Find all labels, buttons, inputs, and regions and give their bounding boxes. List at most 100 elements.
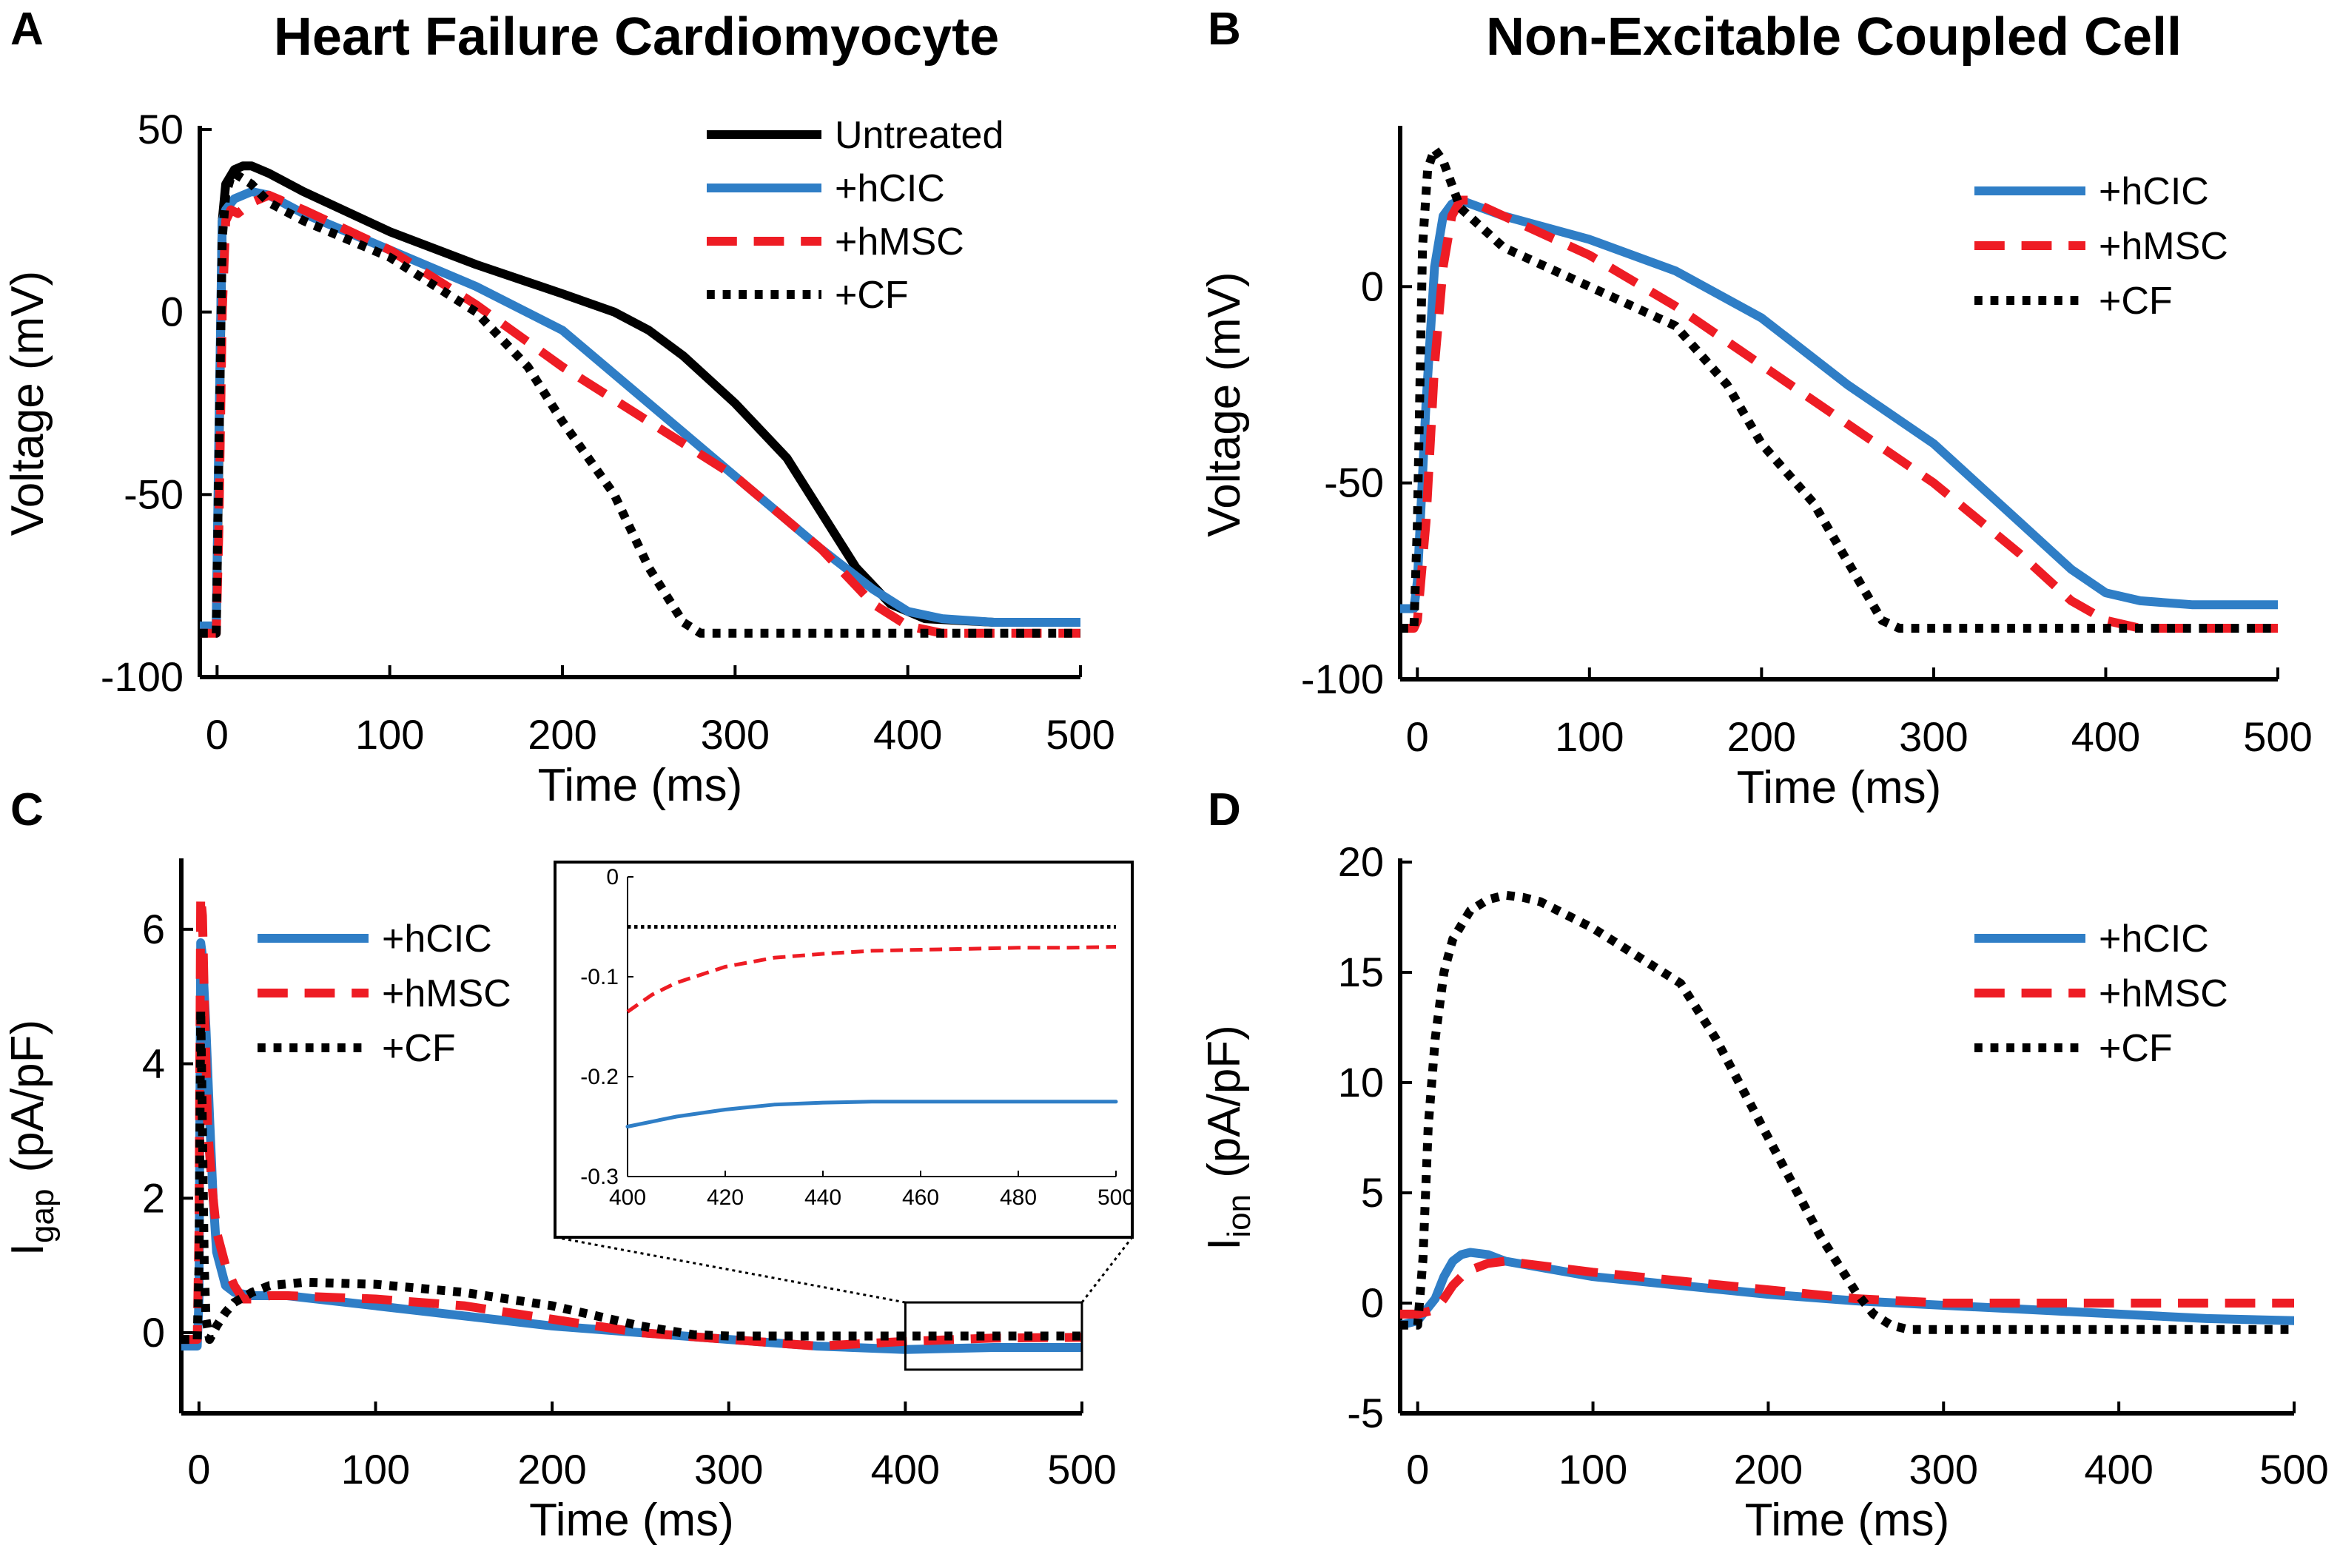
inset-zoom-box — [904, 1301, 1083, 1371]
inset-y-tick-label: -0.2 — [580, 1065, 619, 1089]
x-axis-label-b: Time (ms) — [1737, 762, 1942, 813]
x-tick-label: 0 — [206, 711, 229, 758]
x-tick-label: 200 — [517, 1446, 586, 1493]
panel-letter-b: B — [1208, 4, 1241, 55]
y-axis-label-sub: ion — [1221, 1194, 1257, 1238]
series-line-b-1 — [1400, 195, 2278, 633]
legend-label-d-0: +hCIC — [2099, 918, 2209, 960]
y-tick-label: 5 — [1361, 1169, 1384, 1216]
x-tick-label: 400 — [871, 1446, 940, 1493]
x-tick-label: 200 — [528, 711, 596, 758]
inset-y-tick-label: -0.1 — [580, 965, 619, 989]
y-tick-label: -100 — [101, 653, 184, 700]
series-line-b-2 — [1400, 144, 2278, 633]
y-tick-label: 6 — [142, 906, 165, 952]
series-line-a-0 — [200, 161, 1080, 634]
axes-b: 0 100 200 300 400 500 0 -50 -100 Time (ms) Voltage… — [1199, 126, 2313, 813]
x-tick-label: 500 — [1046, 711, 1114, 758]
x-tick-label: 400 — [873, 711, 942, 758]
panel-title-b: Non-Excitable Coupled Cell — [1486, 7, 2182, 67]
x-tick-label: 500 — [1047, 1446, 1116, 1493]
legend-label-d-2: +CF — [2099, 1027, 2173, 1070]
legend-label-a-3: +CF — [835, 274, 909, 317]
y-tick-label: -5 — [1347, 1390, 1384, 1436]
x-tick-label: 500 — [2259, 1446, 2328, 1493]
y-axis-label-sub: gap — [24, 1189, 61, 1243]
series-line-d-2 — [1400, 890, 2294, 1334]
legend-label-a-2: +hMSC — [835, 221, 964, 263]
panel-d: D 0 100 200 300 400 500 20 15 10 5 0 -5 Time (ms) Iio… — [1199, 784, 2329, 1546]
x-tick-label: 400 — [2084, 1446, 2153, 1493]
legend-label-c-1: +hMSC — [382, 972, 511, 1015]
legend-label-a-1: +hCIC — [835, 167, 945, 210]
legend-label-a-0: Untreated — [835, 114, 1003, 157]
legend-label-b-0: +hCIC — [2099, 170, 2209, 213]
x-tick-label: 300 — [694, 1446, 763, 1493]
panel-letter-a: A — [10, 4, 44, 55]
legend-label-b-2: +CF — [2099, 280, 2173, 323]
y-tick-label: 0 — [161, 289, 184, 335]
y-tick-label: 0 — [1361, 263, 1384, 309]
y-axis-label-units: (pA/pF) — [2, 1020, 53, 1173]
x-tick-label: 100 — [355, 711, 424, 758]
series-line-a-2 — [200, 190, 1080, 638]
series-line-c-2 — [181, 1005, 1082, 1345]
inset-y-tick-label: 0 — [606, 865, 619, 889]
x-tick-label: 300 — [701, 711, 770, 758]
axes-d: 0 100 200 300 400 500 20 15 10 5 0 -5 Time (ms) Iion (… — [1199, 838, 2329, 1546]
x-axis-label-d: Time (ms) — [1745, 1495, 1950, 1546]
x-axis-label-c: Time (ms) — [529, 1495, 734, 1546]
y-axis-label-main: I — [1199, 1238, 1250, 1251]
y-tick-label: 15 — [1338, 949, 1384, 995]
legend-label-d-1: +hMSC — [2099, 972, 2228, 1015]
x-tick-label: 200 — [1734, 1446, 1803, 1493]
legend-label-c-0: +hCIC — [382, 918, 492, 960]
y-axis-label-units: (pA/pF) — [1199, 1025, 1250, 1178]
y-axis-label-d: Iion (pA/pF) — [1199, 1025, 1257, 1251]
inset-x-tick-label: 420 — [707, 1185, 744, 1210]
legend-label-c-2: +CF — [382, 1027, 456, 1070]
x-tick-label: 100 — [341, 1446, 410, 1493]
x-tick-label: 200 — [1727, 713, 1796, 760]
y-tick-label: -100 — [1301, 656, 1384, 702]
panel-c: C 0 100 200 300 400 500 0 2 4 6 Time (ms) Igap (pA/p… — [2, 784, 1134, 1546]
x-axis-label-a: Time (ms) — [538, 760, 743, 811]
y-tick-label: 2 — [142, 1174, 165, 1221]
x-tick-label: 100 — [1555, 713, 1624, 760]
inset-x-tick-label: 480 — [1000, 1185, 1037, 1210]
x-tick-label: 300 — [1899, 713, 1968, 760]
inset-x-tick-label: 400 — [609, 1185, 646, 1210]
y-axis-label-a: Voltage (mV) — [2, 271, 53, 536]
inset-connector-right — [1080, 1236, 1134, 1304]
x-tick-label: 100 — [1559, 1446, 1627, 1493]
x-tick-label: 300 — [1909, 1446, 1978, 1493]
y-tick-label: -50 — [124, 471, 184, 517]
legend-label-b-1: +hMSC — [2099, 225, 2228, 268]
panel-title-a: Heart Failure Cardiomyocyte — [274, 7, 999, 67]
panel-b: B Non-Excitable Coupled Cell 0 100 200 300 4… — [1199, 4, 2313, 813]
inset-series-line-0 — [625, 1100, 1118, 1128]
series-line-d-1 — [1400, 1256, 2294, 1319]
inset-x-tick-label: 440 — [804, 1185, 841, 1210]
panel-letter-c: C — [10, 784, 44, 835]
x-tick-label: 0 — [187, 1446, 210, 1493]
inset-x-tick-label: 500 — [1097, 1185, 1134, 1210]
inset-c: 400 420 440 460 480 500 0 -0.1 -0.2 -0.3 — [554, 861, 1134, 1371]
y-tick-label: 0 — [1361, 1279, 1384, 1326]
y-tick-label: 50 — [138, 106, 184, 152]
inset-frame — [554, 861, 1134, 1239]
y-tick-label: 0 — [142, 1309, 165, 1356]
panel-letter-d: D — [1208, 784, 1241, 835]
y-axis-label-b: Voltage (mV) — [1199, 272, 1250, 536]
inset-y-tick-label: -0.3 — [580, 1165, 619, 1189]
panel-a: A Heart Failure Cardiomyocyte 0 100 200 300… — [2, 4, 1115, 811]
x-tick-label: 0 — [1406, 1446, 1429, 1493]
x-tick-label: 500 — [2243, 713, 2312, 760]
y-axis-label-c: Igap (pA/pF) — [2, 1020, 61, 1256]
y-tick-label: 20 — [1338, 838, 1384, 885]
y-axis-label-main: I — [2, 1243, 53, 1256]
y-tick-label: 10 — [1338, 1059, 1384, 1106]
axes-c: 0 100 200 300 400 500 0 2 4 6 Time (ms) Igap (pA/pF)… — [2, 858, 1117, 1546]
